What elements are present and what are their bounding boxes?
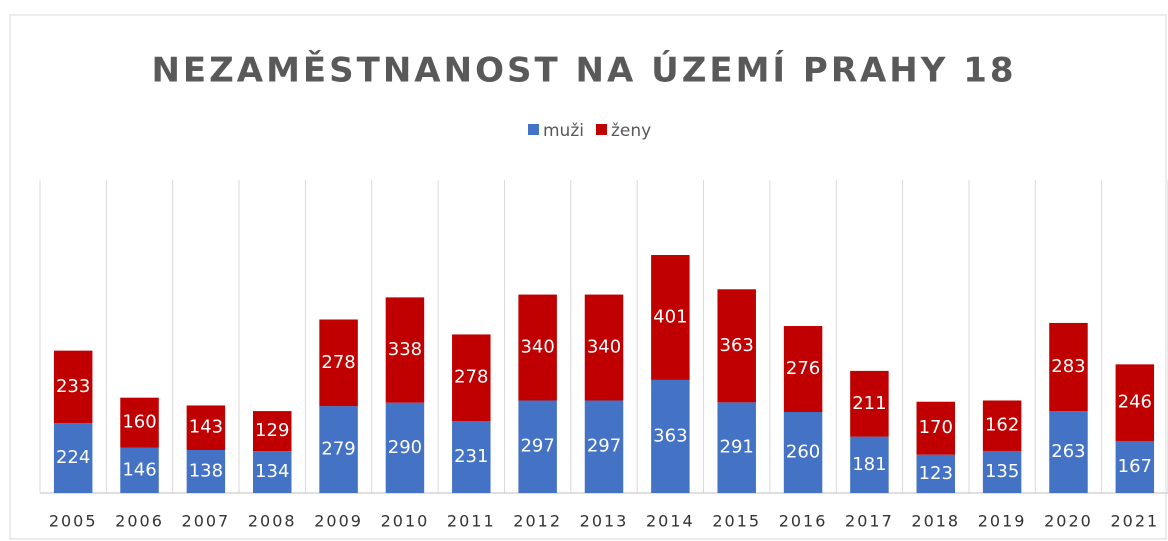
x-tick-label: 2009 xyxy=(314,512,363,531)
data-label: 233 xyxy=(56,376,90,397)
bar-segment xyxy=(651,255,690,380)
x-tick-label: 2017 xyxy=(845,512,894,531)
data-label: 340 xyxy=(520,337,554,358)
data-label: 160 xyxy=(122,412,156,433)
x-tick-label: 2014 xyxy=(646,512,695,531)
x-tick-label: 2016 xyxy=(779,512,828,531)
data-label: 143 xyxy=(189,417,223,438)
data-label: 263 xyxy=(1051,441,1085,462)
data-label: 246 xyxy=(1118,392,1152,413)
data-label: 338 xyxy=(388,339,422,360)
x-tick-label: 2008 xyxy=(248,512,297,531)
x-tick-label: 2010 xyxy=(381,512,430,531)
bar-segment xyxy=(186,405,226,451)
bar-segment xyxy=(916,454,956,493)
bar-segment xyxy=(120,447,159,493)
bar-segment xyxy=(717,289,756,403)
legend-label: muži xyxy=(543,121,584,141)
bar-segment xyxy=(783,412,823,493)
bar-segment xyxy=(385,402,425,493)
data-label: 138 xyxy=(189,461,223,482)
bar-segment xyxy=(452,421,491,493)
bar-segment xyxy=(1115,364,1155,441)
data-label: 340 xyxy=(587,337,621,358)
data-label: 297 xyxy=(520,436,554,457)
legend-swatch xyxy=(595,124,607,135)
bar-segment xyxy=(518,400,557,493)
data-label: 167 xyxy=(1118,456,1152,477)
bar-segment xyxy=(319,406,358,493)
x-tick-label: 2015 xyxy=(712,512,761,531)
data-label: 211 xyxy=(852,393,886,414)
bar-segment xyxy=(850,370,889,437)
legend-label: ženy xyxy=(611,121,651,141)
bar-segment xyxy=(982,400,1022,451)
bar-segment xyxy=(717,402,756,493)
bar-segment xyxy=(584,400,624,493)
data-label: 135 xyxy=(985,461,1019,482)
x-tick-label: 2011 xyxy=(447,512,496,531)
data-label: 146 xyxy=(122,459,156,480)
x-tick-label: 2007 xyxy=(182,512,231,531)
data-label: 129 xyxy=(255,420,289,441)
data-label: 363 xyxy=(720,335,754,356)
x-tick-label: 2019 xyxy=(978,512,1027,531)
bar-segment xyxy=(53,350,93,424)
data-label: 297 xyxy=(587,436,621,457)
bar-segment xyxy=(584,294,624,401)
data-label: 231 xyxy=(454,446,488,467)
x-tick-label: 2005 xyxy=(49,512,98,531)
bar-segment xyxy=(783,326,823,413)
data-label: 123 xyxy=(919,463,953,484)
x-tick-label: 2006 xyxy=(115,512,164,531)
data-label: 278 xyxy=(454,367,488,388)
bar-segment xyxy=(518,294,557,401)
legend-swatch xyxy=(528,124,539,135)
bar-segment xyxy=(120,397,159,448)
x-tick-label: 2018 xyxy=(911,512,960,531)
data-label: 283 xyxy=(1051,356,1085,377)
bar-segment xyxy=(53,423,93,493)
x-tick-label: 2013 xyxy=(580,512,629,531)
data-label: 162 xyxy=(985,415,1019,436)
bar-segment xyxy=(252,451,292,493)
x-tick-label: 2021 xyxy=(1110,512,1159,531)
bar-segment xyxy=(1115,440,1155,493)
x-tick-label: 2020 xyxy=(1044,512,1093,531)
bar-segment xyxy=(982,450,1022,493)
data-label: 363 xyxy=(653,425,687,446)
bar-segment xyxy=(452,334,491,422)
bar-segment xyxy=(1049,322,1088,412)
data-label: 401 xyxy=(653,306,687,327)
bar-segment xyxy=(385,297,425,403)
data-label: 260 xyxy=(786,442,820,463)
chart-title: NEZAMĚSTNANOST NA ÚZEMÍ PRAHY 18 xyxy=(151,50,1016,91)
bar-segment xyxy=(651,379,690,493)
bar-segment xyxy=(1049,411,1088,493)
data-label: 276 xyxy=(786,358,820,379)
x-tick-label: 2012 xyxy=(513,512,562,531)
data-label: 290 xyxy=(388,437,422,458)
bar-segment xyxy=(916,401,956,455)
data-label: 181 xyxy=(852,454,886,475)
data-label: 170 xyxy=(919,417,953,438)
bar-segment xyxy=(252,411,292,452)
bar-segment xyxy=(186,450,226,493)
bar-segment xyxy=(850,436,889,493)
data-label: 224 xyxy=(56,447,90,468)
bar-segment xyxy=(319,319,358,407)
data-label: 279 xyxy=(321,439,355,460)
data-label: 278 xyxy=(321,352,355,373)
data-label: 134 xyxy=(255,461,289,482)
data-label: 291 xyxy=(720,437,754,458)
